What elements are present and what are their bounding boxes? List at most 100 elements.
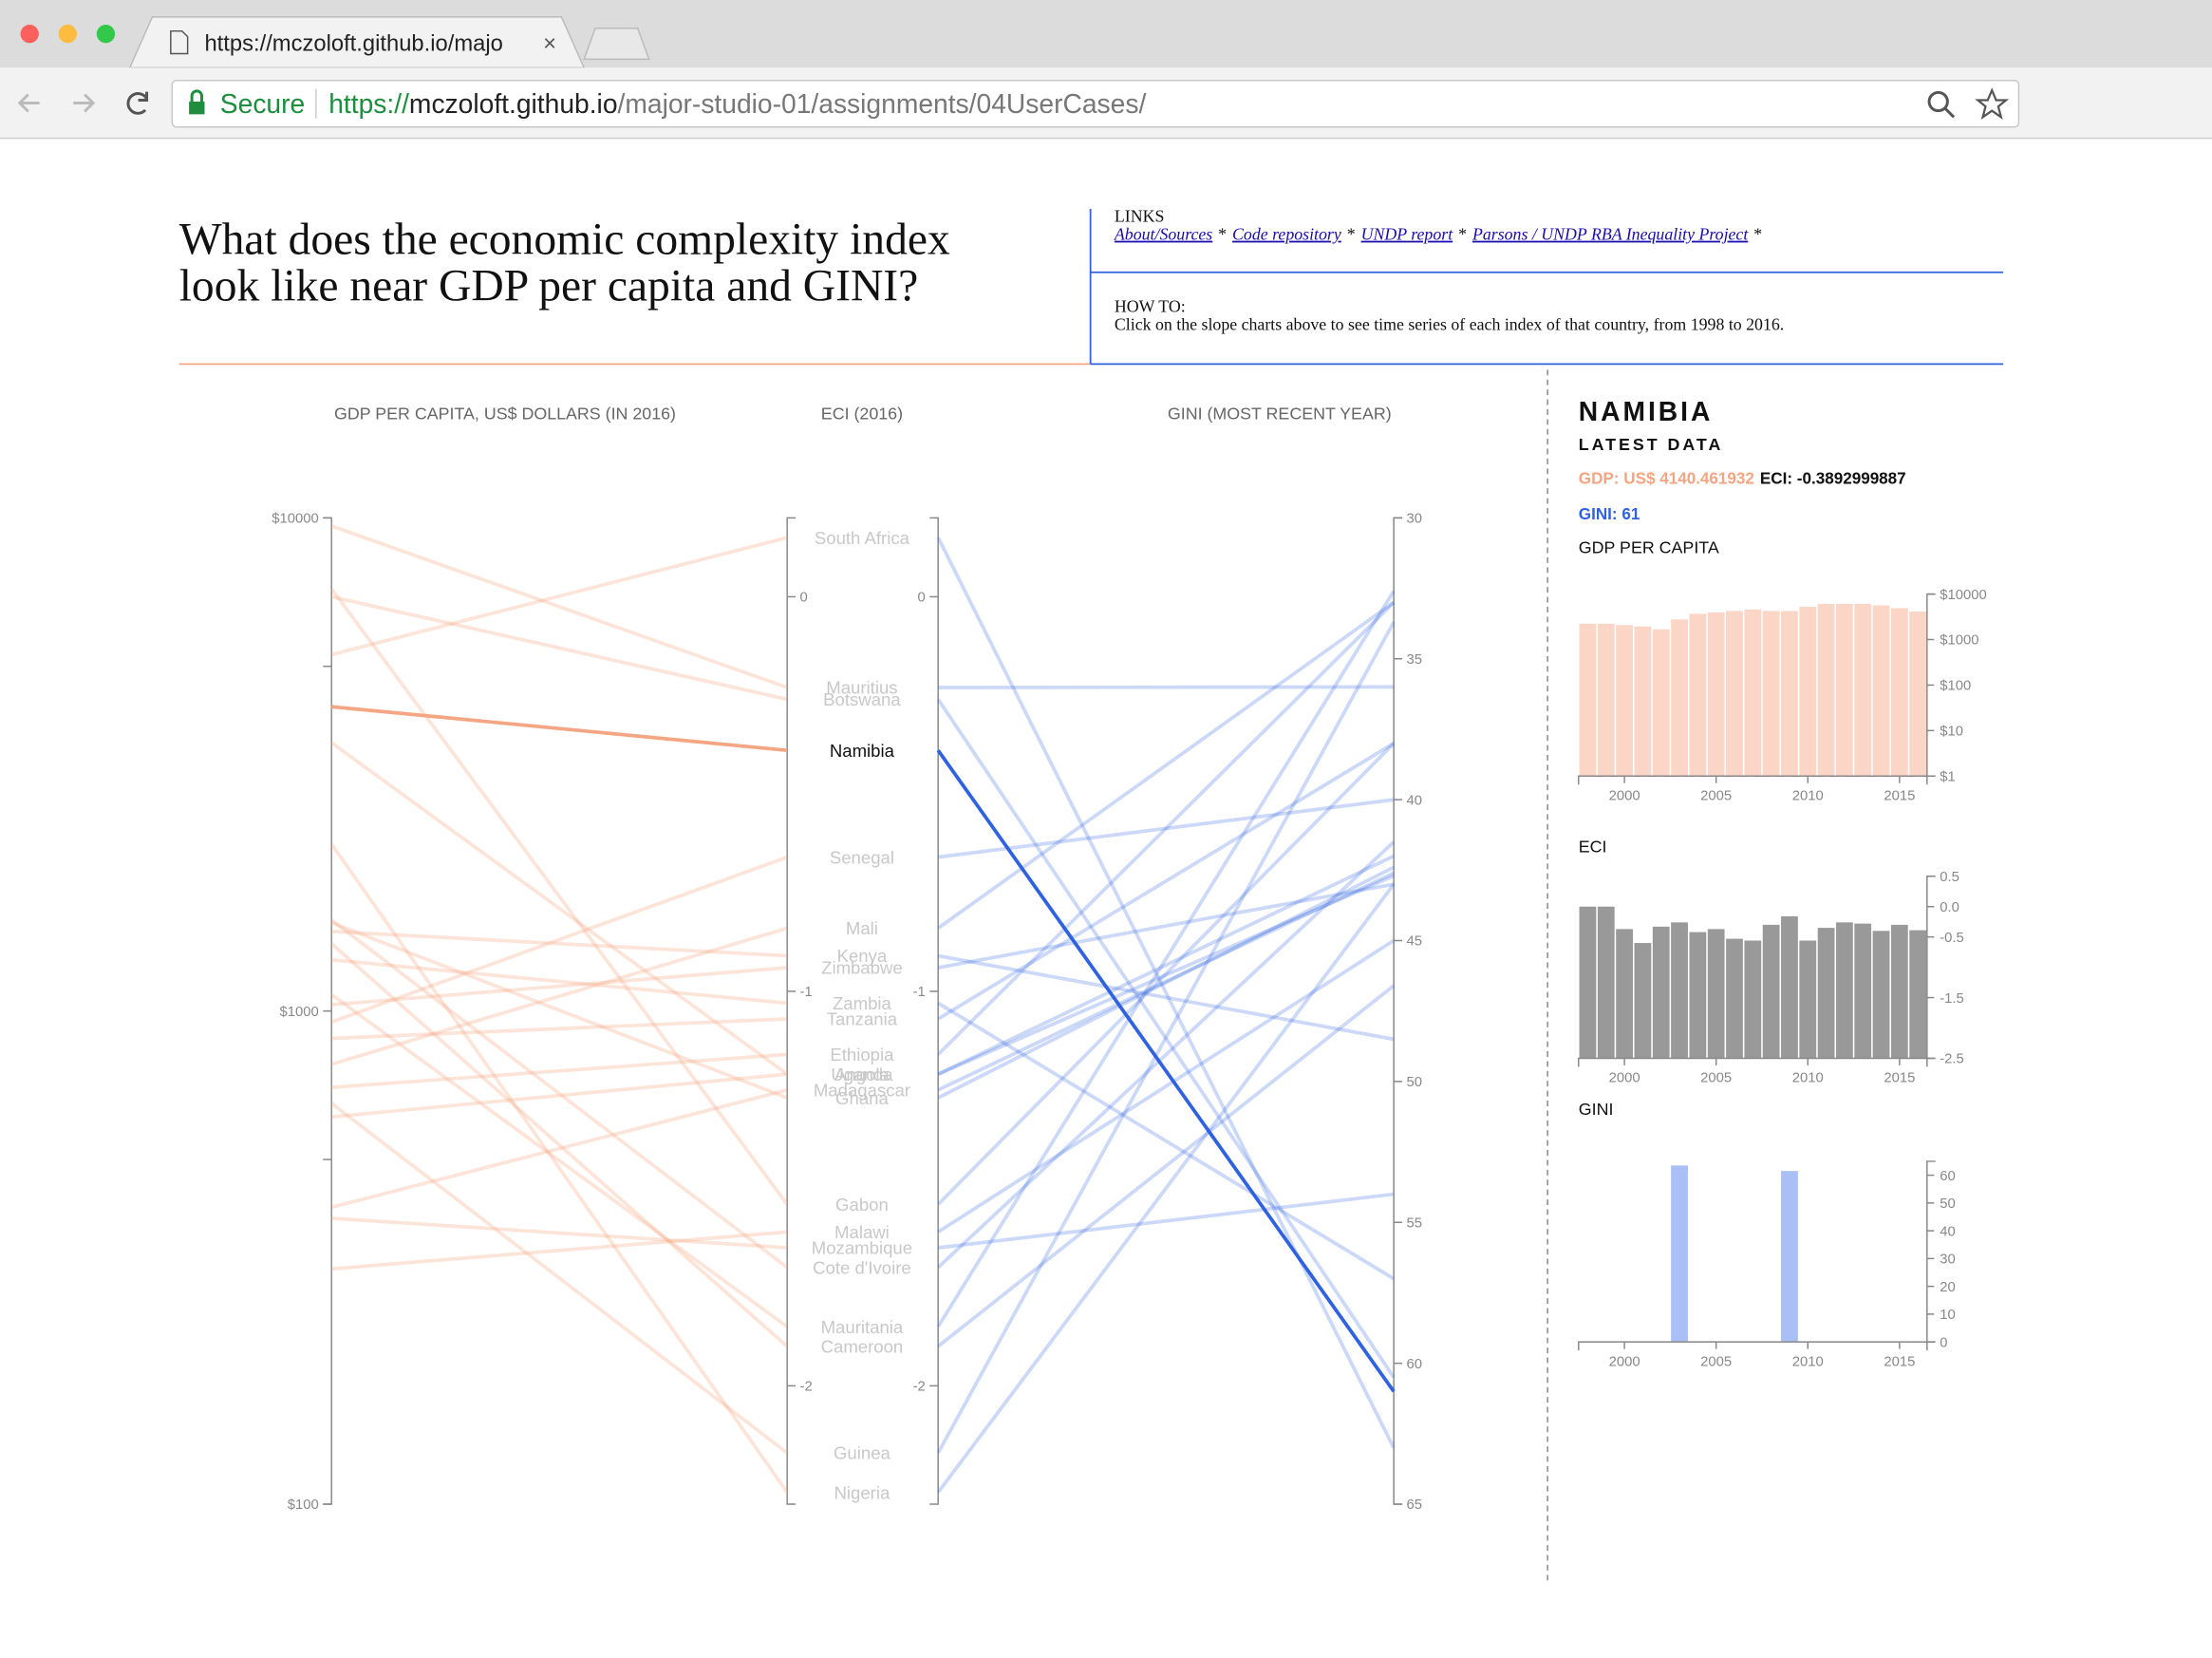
country-label[interactable]: Uganda (831, 1065, 893, 1084)
eci-gini-line[interactable] (936, 840, 1396, 1270)
gdp-eci-line[interactable] (329, 942, 789, 1348)
country-label[interactable]: Mali (846, 918, 878, 938)
bar (1652, 926, 1670, 1059)
minimize-button[interactable] (58, 25, 77, 44)
country-label[interactable]: Namibia (830, 741, 895, 761)
eci-gini-line[interactable] (936, 621, 1396, 1454)
zoom-icon[interactable] (1927, 90, 1949, 113)
country-label[interactable]: Ethiopia (830, 1045, 894, 1065)
eci-gini-line[interactable] (937, 953, 1395, 1042)
gdp-eci-line[interactable] (331, 1216, 788, 1250)
country-label[interactable]: Senegal (830, 847, 894, 867)
gdp-eci-line[interactable] (330, 918, 789, 1270)
address-bar[interactable] (171, 79, 2020, 128)
eci-gini-line[interactable] (937, 798, 1395, 859)
link[interactable]: Code repository (1232, 225, 1341, 244)
bookmark-star[interactable] (1975, 87, 2010, 120)
gdp-eci-line[interactable] (329, 587, 789, 1206)
country-label[interactable]: Madagascar (814, 1080, 910, 1100)
gdp-eci-line[interactable] (330, 524, 788, 689)
country-label[interactable]: Cameroon (821, 1337, 904, 1357)
country-label[interactable]: Malawi (834, 1222, 890, 1242)
link[interactable]: Parsons / UNDP RBA Inequality Project (1472, 225, 1749, 244)
eci-gini-line[interactable] (937, 865, 1395, 1100)
forward-button[interactable] (73, 93, 96, 113)
eci-tick-label: -1 (800, 985, 813, 1000)
gdp-eci-line[interactable] (331, 1072, 788, 1120)
country-label[interactable]: Guinea (834, 1443, 891, 1463)
country-label[interactable]: Mozambique (812, 1238, 912, 1258)
eci-gini-line[interactable] (937, 854, 1395, 1076)
country-label[interactable]: South Africa (815, 528, 910, 548)
bar (1707, 612, 1725, 777)
gdp-eci-line[interactable] (330, 992, 789, 1328)
gdp-eci-line[interactable] (331, 1052, 788, 1089)
gdp-eci-line[interactable] (329, 842, 789, 1494)
link[interactable]: About/Sources (1114, 225, 1212, 244)
eci-gini-line[interactable] (936, 749, 1396, 1393)
country-label[interactable]: Tanzania (827, 1009, 898, 1029)
eci-gini-line[interactable] (937, 600, 1396, 930)
eci-gini-line[interactable] (936, 742, 1396, 1206)
eci-gini-line[interactable] (936, 590, 1396, 1328)
link-separator: * (1218, 225, 1227, 244)
link[interactable]: UNDP report (1361, 225, 1454, 244)
gdp-eci-line[interactable] (330, 855, 788, 1025)
back-button[interactable] (17, 93, 40, 113)
eci-gini-line[interactable] (937, 874, 1395, 1076)
gdp-eci-line[interactable] (330, 1087, 788, 1210)
country-label[interactable]: Cote d'Ivoire (813, 1257, 911, 1277)
bar (1726, 611, 1743, 777)
gdp-eci-line[interactable] (331, 930, 788, 958)
eci-gini-line[interactable] (937, 938, 1396, 1234)
bar (1597, 906, 1615, 1059)
gdp-eci-line[interactable] (331, 966, 788, 1007)
new-tab[interactable] (583, 27, 650, 61)
gdp-eci-line[interactable] (331, 957, 788, 1006)
url-scheme: https:// (328, 88, 409, 119)
gdp-eci-line[interactable] (330, 594, 788, 702)
gdp-eci-line[interactable] (330, 1102, 789, 1455)
eci-tick-label: 0 (800, 591, 808, 606)
zoom-button[interactable] (96, 25, 116, 44)
country-label[interactable]: Gabon (835, 1195, 889, 1215)
eci-gini-line[interactable] (936, 601, 1396, 1056)
eci-gini-line[interactable] (937, 984, 1396, 1348)
y-tick-label: $1 (1940, 769, 1956, 784)
y-tick-label: -0.5 (1940, 931, 1964, 946)
eci-gini-line[interactable] (937, 1001, 1396, 1281)
reload-button[interactable] (126, 91, 149, 115)
eci-gini-line[interactable] (937, 871, 1395, 1092)
country-label[interactable]: Botswana (823, 689, 901, 709)
country-label[interactable]: Mauritius (826, 678, 897, 698)
tab-title[interactable]: https://mczoloft.github.io/majo (204, 30, 502, 56)
url[interactable]: https://mczoloft.github.io/major-studio-… (328, 88, 1146, 119)
url-host: mczoloft.github.io (409, 88, 618, 119)
bar (1799, 606, 1817, 777)
country-label[interactable]: Zambia (833, 993, 892, 1013)
close-button[interactable] (20, 25, 39, 44)
gdp-eci-line[interactable] (331, 1230, 788, 1272)
gdp-eci-line[interactable] (330, 536, 788, 657)
country-label[interactable]: Nigeria (834, 1482, 890, 1502)
gdp-eci-line[interactable] (330, 926, 788, 1066)
gdp-eci-line[interactable] (330, 921, 788, 1100)
gdp-eci-line[interactable] (330, 741, 789, 1076)
eci-gini-line[interactable] (937, 1192, 1395, 1250)
tab-close[interactable]: × (543, 30, 556, 56)
country-label[interactable]: Mauritania (821, 1317, 904, 1337)
country-label[interactable]: Zimbabwe (821, 958, 903, 978)
eci-gini-line[interactable] (937, 882, 1395, 970)
gdp-eci-line[interactable] (331, 1017, 788, 1041)
bar (1836, 922, 1853, 1059)
eci-gini-line[interactable] (938, 685, 1395, 689)
gdp-eci-line[interactable] (331, 705, 788, 753)
eci-gini-line[interactable] (936, 883, 1396, 1494)
eci-gini-line[interactable] (936, 537, 1396, 1449)
country-label[interactable]: Kenya (837, 946, 888, 966)
eci-gini-line[interactable] (936, 698, 1396, 1379)
country-label[interactable]: Ghana (835, 1088, 889, 1108)
eci-gini-line[interactable] (937, 742, 1396, 1021)
bar (1616, 625, 1633, 777)
country-label[interactable]: Angola (834, 1065, 890, 1084)
